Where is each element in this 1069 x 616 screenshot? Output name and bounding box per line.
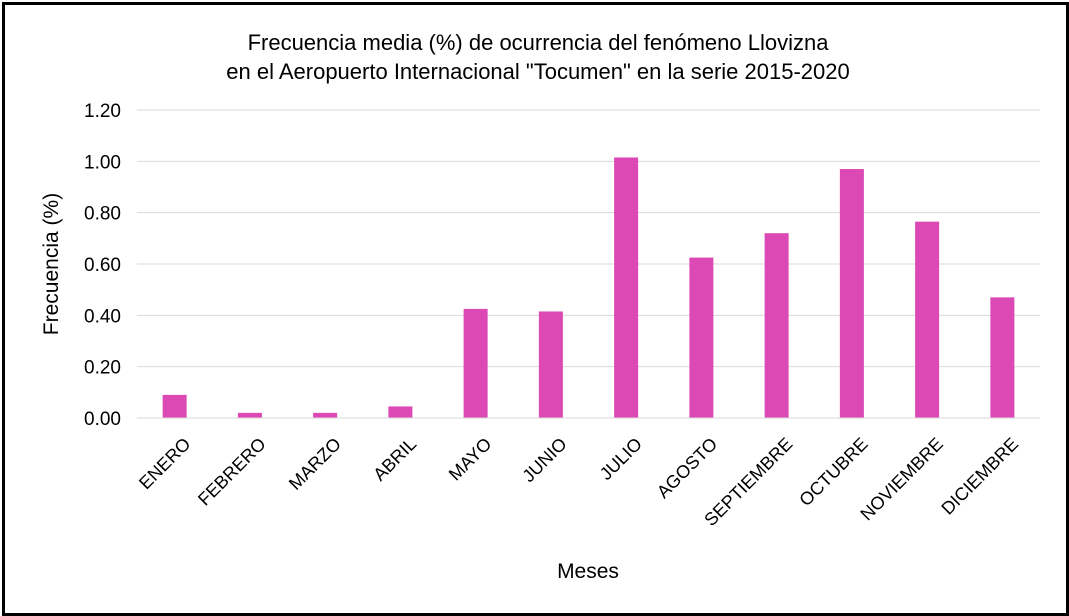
- x-tick-label: JULIO: [596, 434, 646, 484]
- x-tick-label: ABRIL: [369, 434, 420, 485]
- x-tick-label: ENERO: [135, 434, 194, 493]
- y-tick-label: 0.60: [84, 255, 121, 276]
- bar: [388, 406, 413, 418]
- bar: [990, 297, 1015, 418]
- bar: [162, 394, 187, 418]
- x-tick-label: MAYO: [445, 434, 496, 485]
- y-axis-label: Frecuencia (%): [40, 193, 63, 335]
- x-axis-label: Meses: [557, 560, 619, 583]
- bars: [162, 157, 1015, 418]
- y-tick-label: 0.40: [84, 306, 121, 327]
- bar: [614, 157, 639, 418]
- x-axis-categories: ENERO FEBRERO MARZO ABRIL MAYO JUNIO JULIO AGOS…: [135, 434, 1022, 530]
- bar: [689, 257, 714, 418]
- chart-title: Frecuencia media (%) de ocurrencia del f…: [226, 30, 849, 84]
- x-tick-label: DICIEMBRE: [937, 434, 1022, 519]
- bar: [313, 412, 338, 418]
- x-tick-label: JUNIO: [518, 434, 570, 486]
- bar: [764, 233, 789, 418]
- y-tick-label: 1.20: [84, 101, 121, 122]
- y-tick-label: 1.00: [84, 152, 121, 173]
- x-tick-label: MARZO: [285, 434, 345, 494]
- y-tick-label: 0.80: [84, 204, 121, 225]
- gridlines: [137, 109, 1040, 368]
- bar: [839, 169, 864, 418]
- x-tick-label: FEBRERO: [194, 434, 270, 510]
- y-tick-label: 0.20: [84, 358, 121, 379]
- x-tick-label: AGOSTO: [653, 434, 721, 502]
- x-tick-label: OCTUBRE: [795, 434, 871, 510]
- y-tick-label: 0.00: [84, 409, 121, 430]
- bar: [915, 221, 940, 418]
- bar: [463, 308, 488, 418]
- bar: [538, 311, 563, 418]
- chart-title-line-1: Frecuencia media (%) de ocurrencia del f…: [248, 30, 830, 55]
- bar: [237, 412, 262, 418]
- chart-title-line-2: en el Aeropuerto Internacional "Tocumen"…: [226, 59, 849, 84]
- y-axis-ticks: 0.00 0.20 0.40 0.60 0.80 1.00 1.20: [84, 101, 121, 430]
